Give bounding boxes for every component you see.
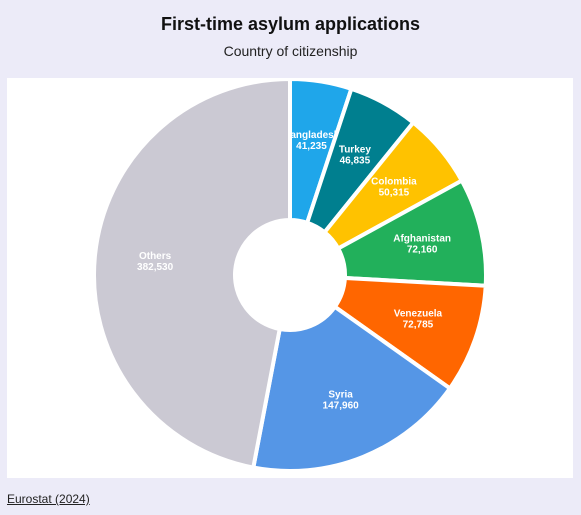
plot-area: Bangladesh 41,235 Turkey 46,835 Colombia 50,3… xyxy=(7,77,573,478)
slice-label: Turkey xyxy=(339,145,371,156)
slice-label: Afghanistan xyxy=(393,234,451,245)
slice-value-label: 41,235 xyxy=(296,141,327,152)
slice-value-label: 147,960 xyxy=(323,400,360,411)
slice-value-label: 50,315 xyxy=(379,188,410,199)
chart-subtitle: Country of citizenship xyxy=(223,43,358,59)
slice-label: Venezuela xyxy=(394,308,443,319)
donut-slice xyxy=(251,304,452,473)
chart-title: First-time asylum applications xyxy=(160,14,421,34)
source-link[interactable]: Eurostat (2024) xyxy=(7,492,90,506)
slice-value-label: 382,530 xyxy=(137,262,174,273)
donut-slice xyxy=(92,77,292,470)
slice-value-label: 72,785 xyxy=(403,319,434,330)
slice-value-label: 46,835 xyxy=(340,156,371,167)
slice-label: Others xyxy=(139,251,172,262)
slice-label: Syria xyxy=(328,389,353,400)
slice-label: Colombia xyxy=(371,177,417,188)
slice-value-label: 72,160 xyxy=(407,245,438,256)
donut-slice xyxy=(336,178,488,288)
slice-label: Bangladesh xyxy=(283,130,340,141)
